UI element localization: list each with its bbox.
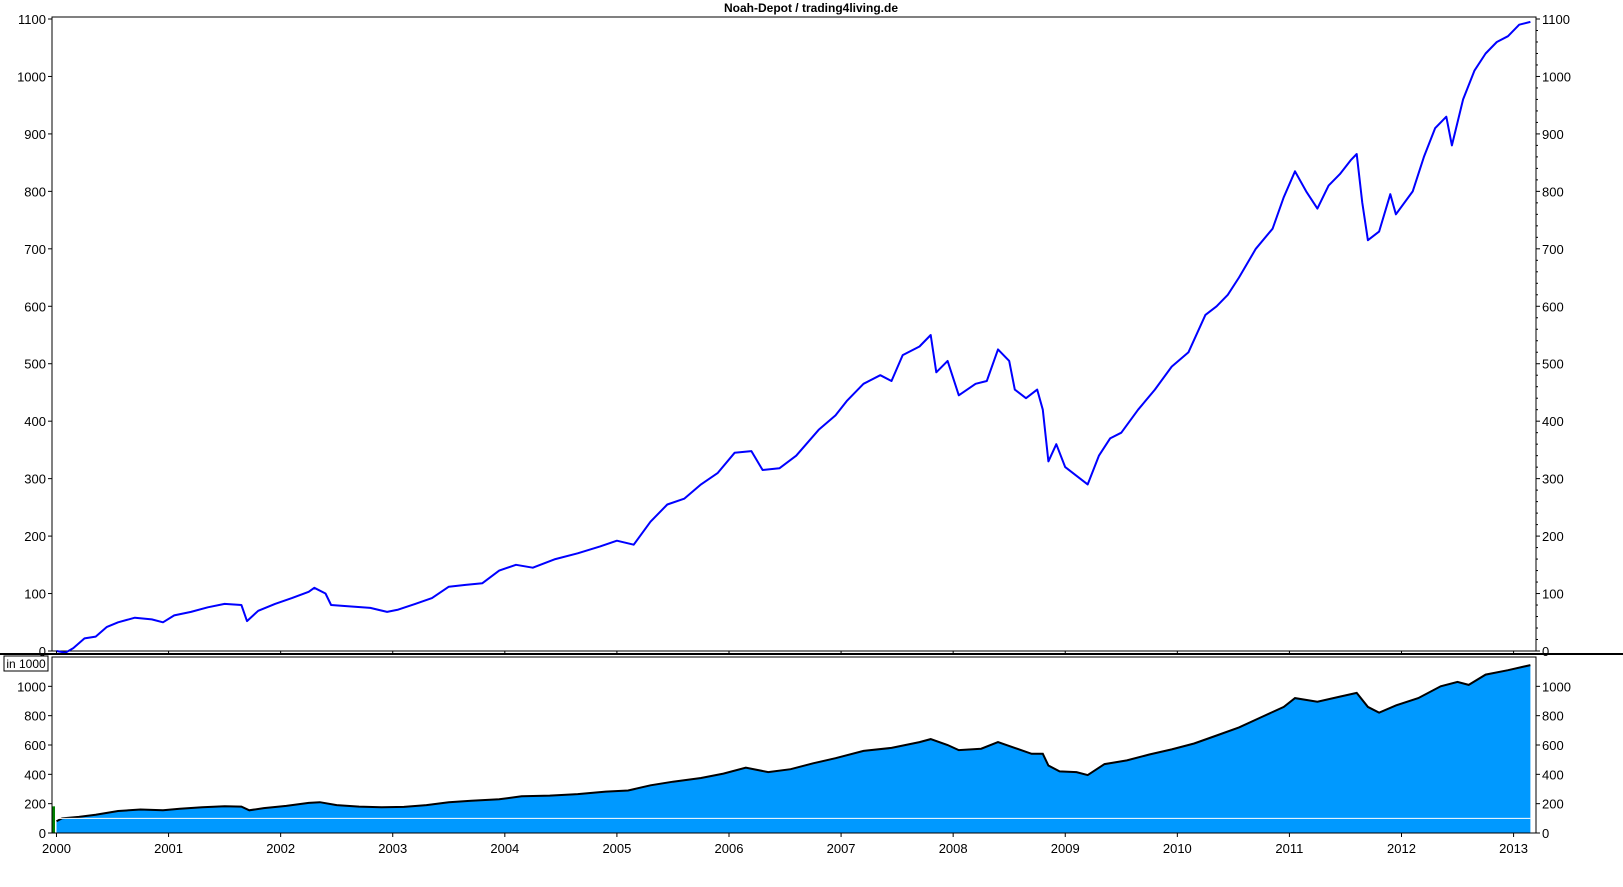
lower-y-tick-label-right: 200: [1542, 797, 1564, 812]
lower-y-tick-label-left: 200: [24, 797, 46, 812]
x-tick-label: 2007: [827, 841, 856, 856]
lower-y-tick-label-left: 0: [39, 826, 46, 841]
x-tick-label: 2012: [1387, 841, 1416, 856]
depot-area-fill: [56, 665, 1531, 833]
y-tick-label-right: 500: [1542, 357, 1564, 372]
lower-y-tick-label-right: 0: [1542, 826, 1549, 841]
x-tick-label: 2010: [1163, 841, 1192, 856]
y-tick-label-right: 100: [1542, 587, 1564, 602]
lower-y-tick-label-right: 600: [1542, 738, 1564, 753]
unit-label: in 1000: [6, 657, 46, 671]
y-tick-label-left: 300: [24, 472, 46, 487]
y-tick-label-right: 700: [1542, 242, 1564, 257]
lower-y-tick-label-right: 1000: [1542, 679, 1571, 694]
x-tick-label: 2000: [42, 841, 71, 856]
y-tick-label-left: 600: [24, 299, 46, 314]
x-tick-label: 2005: [602, 841, 631, 856]
chart-title: Noah-Depot / trading4living.de: [724, 1, 898, 15]
y-tick-label-right: 600: [1542, 299, 1564, 314]
lower-y-tick-label-left: 1000: [17, 679, 46, 694]
y-tick-label-left: 0: [39, 644, 46, 659]
y-tick-label-right: 300: [1542, 472, 1564, 487]
y-tick-label-left: 400: [24, 414, 46, 429]
y-tick-label-left: 900: [24, 127, 46, 142]
x-axis: 2000 2001 2002 2003 2004 2005 2006 2007 2008 2009…: [42, 651, 1528, 856]
y-tick-label-right: 900: [1542, 127, 1564, 142]
lower-y-tick-label-left: 800: [24, 709, 46, 724]
y-tick-label-right: 1100: [1542, 12, 1570, 27]
upper-panel: 0 0 100 100 200 200 300 300 400 400 500 500 600 600 70…: [17, 12, 1571, 659]
y-tick-label-left: 1000: [17, 69, 46, 84]
x-tick-label: 2013: [1499, 841, 1528, 856]
y-tick-label-right: 0: [1542, 644, 1549, 659]
x-tick-label: 2004: [490, 841, 519, 856]
unit-label-box: in 1000: [3, 655, 49, 672]
y-tick-label-left: 1100: [18, 12, 46, 27]
lower-panel: 0 0 200 200 400 400 600 600 800 800 1000 1000: [0, 653, 1623, 841]
lower-y-tick-label-right: 400: [1542, 767, 1564, 782]
x-tick-label: 2009: [1051, 841, 1080, 856]
y-tick-label-left: 800: [24, 184, 46, 199]
x-tick-label: 2011: [1275, 841, 1303, 856]
y-tick-label-left: 700: [24, 242, 46, 257]
start-marker: [52, 806, 55, 833]
x-tick-label: 2006: [715, 841, 744, 856]
lower-y-tick-label-right: 800: [1542, 709, 1564, 724]
lower-y-tick-label-left: 600: [24, 738, 46, 753]
depot-value-line: [56, 20, 1531, 654]
lower-y-tick-label-left: 400: [24, 767, 46, 782]
y-tick-label-left: 200: [24, 529, 46, 544]
x-tick-label: 2002: [266, 841, 295, 856]
depot-area-outline: [56, 664, 1531, 823]
x-tick-label: 2003: [378, 841, 407, 856]
upper-plot-frame: [51, 16, 1537, 652]
y-tick-label-left: 100: [24, 587, 46, 602]
x-tick-label: 2008: [939, 841, 968, 856]
x-tick-label: 2001: [154, 841, 183, 856]
y-tick-label-left: 500: [24, 357, 46, 372]
y-tick-label-right: 800: [1542, 184, 1564, 199]
y-tick-label-right: 200: [1542, 529, 1564, 544]
y-tick-label-right: 1000: [1542, 69, 1571, 84]
y-tick-label-right: 400: [1542, 414, 1564, 429]
